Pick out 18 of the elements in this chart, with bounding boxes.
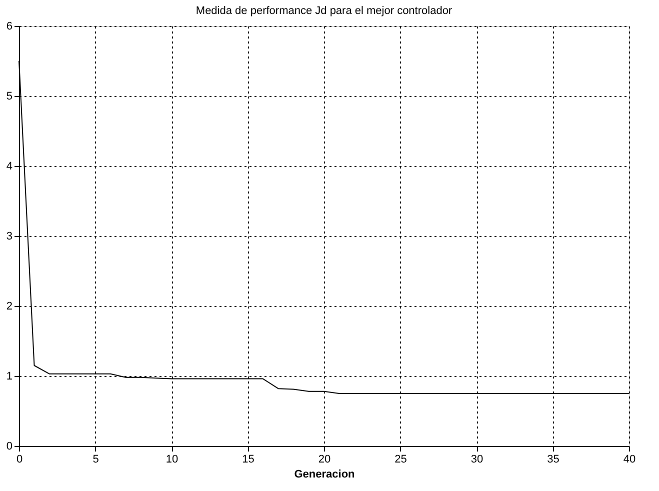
x-tick-label: 35 <box>547 454 560 466</box>
y-tick-label: 6 <box>6 20 12 32</box>
chart-title: Medida de performance Jd para el mejor controlador <box>196 5 452 17</box>
x-tick-label: 20 <box>318 454 331 466</box>
x-tick-label: 15 <box>242 454 254 466</box>
y-tick-label: 2 <box>6 300 12 312</box>
x-tick-label: 10 <box>166 454 178 466</box>
x-tick-label: 30 <box>470 454 484 466</box>
x-tick-label: 25 <box>394 454 407 466</box>
y-tick-label: 3 <box>6 230 12 242</box>
x-tick-label: 0 <box>16 454 23 466</box>
x-axis-title: Generacion <box>294 468 356 480</box>
x-tick-label: 40 <box>623 454 636 466</box>
y-tick-label: 1 <box>6 370 12 382</box>
x-tick-label: 5 <box>92 454 99 466</box>
y-tick-label: 5 <box>6 90 12 102</box>
y-tick-label: 0 <box>6 440 12 452</box>
y-tick-label: 4 <box>6 160 12 172</box>
